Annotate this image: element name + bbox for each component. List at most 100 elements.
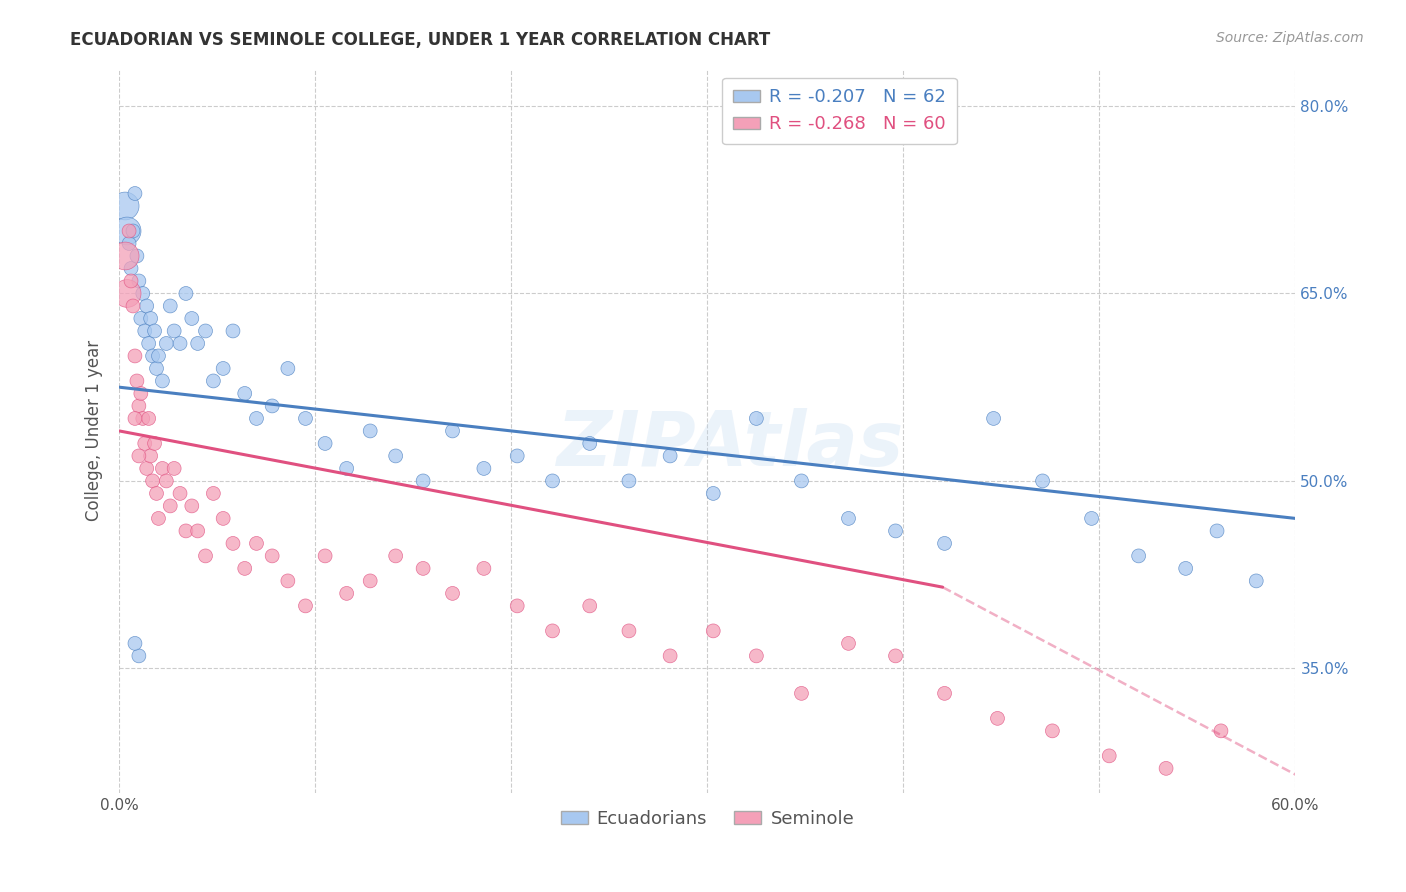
Point <box>790 686 813 700</box>
Point <box>180 499 202 513</box>
Point <box>233 561 256 575</box>
Point <box>245 536 267 550</box>
Point <box>314 549 336 563</box>
Point <box>194 324 217 338</box>
Point <box>125 249 148 263</box>
Point <box>143 436 166 450</box>
Point <box>134 436 156 450</box>
Point <box>132 286 155 301</box>
Point <box>294 599 316 613</box>
Text: ZIPAtlas: ZIPAtlas <box>557 409 904 483</box>
Point <box>135 461 157 475</box>
Point <box>115 224 138 238</box>
Point <box>129 386 152 401</box>
Point <box>222 324 245 338</box>
Text: ECUADORIAN VS SEMINOLE COLLEGE, UNDER 1 YEAR CORRELATION CHART: ECUADORIAN VS SEMINOLE COLLEGE, UNDER 1 … <box>70 31 770 49</box>
Point <box>124 411 146 425</box>
Point <box>145 361 167 376</box>
Point <box>212 511 235 525</box>
Point <box>152 461 174 475</box>
Point <box>934 536 956 550</box>
Point <box>1098 748 1121 763</box>
Point <box>277 361 299 376</box>
Point <box>169 336 191 351</box>
Point <box>506 449 529 463</box>
Point <box>212 361 235 376</box>
Point <box>277 574 299 588</box>
Point <box>617 474 640 488</box>
Point <box>122 299 145 313</box>
Point <box>163 461 186 475</box>
Point <box>1128 549 1150 563</box>
Point <box>142 349 165 363</box>
Point <box>262 549 284 563</box>
Point <box>745 411 768 425</box>
Point <box>441 586 464 600</box>
Point <box>132 411 155 425</box>
Point <box>884 648 907 663</box>
Point <box>541 624 564 638</box>
Point <box>174 286 197 301</box>
Point <box>139 311 162 326</box>
Point <box>194 549 217 563</box>
Point <box>617 624 640 638</box>
Point <box>202 374 225 388</box>
Point <box>120 261 142 276</box>
Point <box>169 486 191 500</box>
Legend: Ecuadorians, Seminole: Ecuadorians, Seminole <box>554 803 862 835</box>
Point <box>118 224 141 238</box>
Point <box>702 486 724 500</box>
Point <box>262 399 284 413</box>
Point <box>128 648 150 663</box>
Point <box>659 648 682 663</box>
Point <box>159 299 181 313</box>
Point <box>152 374 174 388</box>
Point <box>1209 723 1232 738</box>
Point <box>148 349 170 363</box>
Point <box>506 599 529 613</box>
Point <box>384 449 406 463</box>
Point <box>837 511 859 525</box>
Point <box>145 486 167 500</box>
Point <box>138 411 160 425</box>
Point <box>148 511 170 525</box>
Point <box>578 436 600 450</box>
Point <box>790 474 813 488</box>
Point <box>359 424 381 438</box>
Point <box>294 411 316 425</box>
Point <box>336 461 359 475</box>
Y-axis label: College, Under 1 year: College, Under 1 year <box>86 341 103 522</box>
Point <box>128 449 150 463</box>
Point <box>143 324 166 338</box>
Point <box>1080 511 1102 525</box>
Point <box>120 274 142 288</box>
Point <box>837 636 859 650</box>
Point <box>384 549 406 563</box>
Point <box>702 624 724 638</box>
Point <box>412 474 434 488</box>
Point <box>1032 474 1054 488</box>
Point <box>174 524 197 538</box>
Point <box>659 449 682 463</box>
Point <box>336 586 359 600</box>
Point <box>129 311 152 326</box>
Point <box>884 524 907 538</box>
Point <box>187 336 209 351</box>
Point <box>122 224 145 238</box>
Point <box>180 311 202 326</box>
Point <box>135 299 157 313</box>
Point <box>1040 723 1063 738</box>
Point <box>1206 524 1229 538</box>
Point <box>202 486 225 500</box>
Point <box>134 324 156 338</box>
Point <box>983 411 1005 425</box>
Point <box>745 648 768 663</box>
Point <box>155 474 177 488</box>
Point <box>222 536 245 550</box>
Point <box>128 399 150 413</box>
Point <box>142 474 165 488</box>
Point <box>359 574 381 588</box>
Point <box>114 249 136 263</box>
Point <box>139 449 162 463</box>
Point <box>187 524 209 538</box>
